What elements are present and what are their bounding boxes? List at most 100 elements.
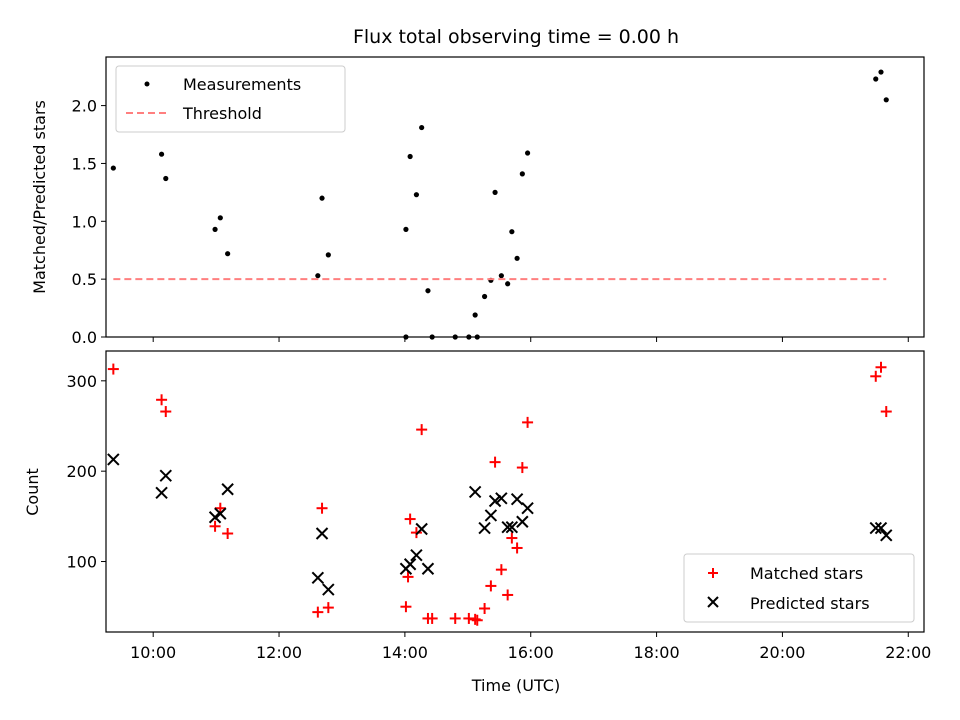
y-tick-label: 100 [66, 553, 97, 572]
measurements-point [524, 150, 531, 156]
predicted-stars-point [107, 453, 120, 466]
measurements-point [873, 76, 879, 82]
count-plot-frame [105, 350, 925, 633]
predicted-stars-point [311, 571, 325, 584]
predicted-stars-point [488, 494, 502, 508]
matched-stars-point [322, 602, 334, 614]
measurements-point [505, 281, 511, 287]
count-marks [107, 361, 893, 626]
measurements-point [225, 251, 231, 257]
y-tick-label: 1.0 [72, 212, 97, 231]
measurements-point [158, 151, 165, 157]
count-legend: Matched stars Predicted stars [683, 553, 915, 623]
matched-stars-point [400, 601, 412, 613]
legend-predicted-marker [707, 596, 719, 608]
ratio-y-axis-label: Matched/Predicted stars [30, 100, 49, 294]
x-axis-label: Time (UTC) [471, 676, 560, 695]
measurements-point [472, 312, 478, 318]
predicted-stars-point [155, 486, 168, 500]
measurements-point [413, 192, 420, 198]
measurements-point [425, 288, 431, 294]
matched-stars-point [160, 406, 172, 418]
matched-stars-point [316, 502, 328, 514]
matched-stars-point [402, 571, 414, 583]
matched-stars-point [312, 606, 324, 618]
ratio-legend: Measurements Threshold [115, 65, 346, 133]
measurements-point [217, 215, 223, 221]
measurements-point [481, 293, 488, 300]
count-x-ticks: 10:00 12:00 14:00 16:00 18:00 20:00 22:00 [130, 632, 931, 662]
measurements-point [319, 195, 325, 201]
measurements-point [509, 229, 515, 235]
predicted-stars-point [468, 485, 482, 499]
matched-stars-point [156, 394, 168, 406]
matched-stars-point [880, 406, 892, 418]
measurements-point [407, 153, 413, 160]
x-tick-label: 12:00 [256, 643, 302, 662]
measurements-point [474, 334, 480, 340]
predicted-stars-point [495, 492, 508, 505]
x-tick-label: 18:00 [634, 643, 680, 662]
measurements-point [492, 189, 498, 195]
predicted-stars-point [221, 483, 234, 496]
legend-matched-label: Matched stars [750, 564, 863, 583]
measurements-point [403, 226, 409, 232]
count-panel: 100 200 300 10:00 12:00 14:00 16:00 18:00 20:00… [23, 350, 931, 695]
predicted-stars-point [521, 502, 534, 515]
measurements-point [403, 334, 409, 340]
predicted-stars-point [874, 521, 888, 535]
measurements-point [212, 226, 218, 232]
predicted-stars-point [880, 529, 893, 542]
ratio-marks [110, 69, 889, 340]
count-y-axis-label: Count [23, 468, 42, 516]
legend-predicted-label: Predicted stars [750, 594, 870, 613]
count-legend-box [683, 553, 915, 623]
matched-stars-point [479, 603, 491, 615]
predicted-stars-point [322, 583, 335, 596]
measurements-point [163, 175, 169, 182]
measurements-point [878, 69, 884, 75]
measurements-point [325, 252, 331, 258]
legend-matched-marker [708, 568, 718, 578]
matched-stars-point [426, 612, 438, 624]
measurements-point [429, 334, 435, 340]
legend-measurements-marker [144, 81, 150, 87]
measurements-point [315, 273, 321, 279]
matched-stars-point [209, 520, 221, 532]
measurements-point [419, 124, 425, 131]
matched-stars-point [502, 589, 514, 601]
matched-stars-point [222, 528, 234, 540]
x-tick-label: 16:00 [508, 643, 554, 662]
y-tick-label: 0.5 [72, 270, 97, 289]
predicted-stars-point [410, 548, 423, 562]
ratio-plot-frame [105, 56, 925, 338]
matched-stars-point [416, 424, 428, 436]
measurements-point [519, 171, 525, 177]
ratio-panel: 0.00.51.01.52.0 Matched/Predicted stars … [30, 56, 925, 347]
ratio-x-ticks [152, 337, 909, 342]
x-tick-label: 14:00 [382, 643, 428, 662]
matched-stars-point [107, 363, 119, 375]
matched-stars-point [495, 564, 507, 576]
matched-stars-point [449, 612, 461, 624]
predicted-stars-point [421, 562, 435, 575]
predicted-stars-point [516, 515, 529, 528]
predicted-stars-point [869, 521, 882, 535]
matched-stars-point [485, 580, 497, 592]
measurements-point [514, 255, 520, 261]
ratio-legend-box [115, 65, 346, 133]
count-y-ticks: 100 200 300 [66, 372, 106, 572]
predicted-stars-point [501, 520, 514, 534]
x-tick-label: 10:00 [130, 643, 176, 662]
x-tick-label: 22:00 [885, 643, 931, 662]
measurements-point [452, 334, 458, 340]
predicted-stars-point [159, 469, 172, 482]
y-tick-label: 1.5 [72, 154, 97, 173]
matched-stars-point [410, 527, 422, 539]
predicted-stars-point [415, 522, 428, 536]
measurements-point [883, 97, 889, 103]
matched-stars-point [875, 361, 887, 373]
measurements-point [466, 334, 472, 340]
x-tick-label: 20:00 [759, 643, 805, 662]
